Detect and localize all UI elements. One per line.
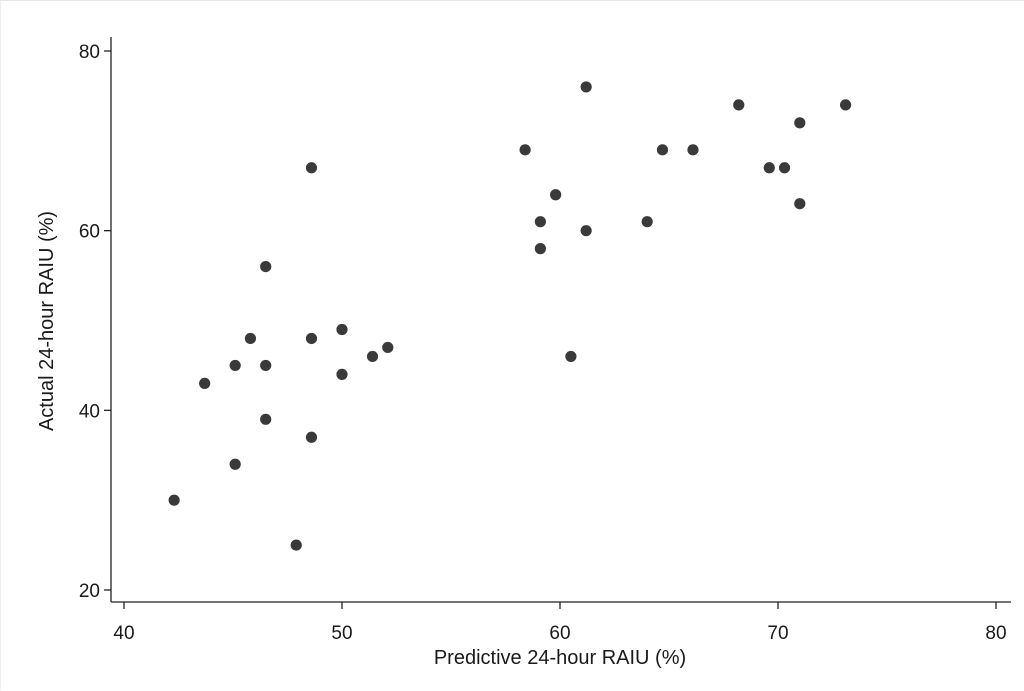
x-tick-label: 50 <box>331 623 352 644</box>
scatter-point <box>382 341 394 354</box>
scatter-point <box>260 261 272 273</box>
y-axis-title: Actual 24-hour RAIU (%) <box>36 211 58 431</box>
scatter-point <box>778 162 791 174</box>
scatter-point <box>733 99 745 111</box>
scatter-point <box>687 144 699 156</box>
x-tick-label: 80 <box>985 623 1006 644</box>
scatter-point <box>336 368 348 380</box>
scatter-point <box>656 144 669 156</box>
x-tick-label: 70 <box>767 623 788 644</box>
x-tick-label: 40 <box>113 623 134 644</box>
scatter-point <box>839 99 852 111</box>
scatter-point <box>229 458 241 470</box>
scatter-point <box>534 216 546 228</box>
scatter-point <box>580 225 592 237</box>
scatter-point <box>168 494 180 506</box>
scatter-point <box>244 332 257 345</box>
scatter-point <box>794 198 806 210</box>
data-points <box>168 81 852 551</box>
y-tick-label: 20 <box>79 581 100 602</box>
y-tick-label: 60 <box>79 222 100 243</box>
scatter-point <box>550 189 562 201</box>
scatter-point <box>580 81 592 93</box>
scatter-point <box>763 162 775 174</box>
scatter-point <box>336 323 348 336</box>
y-tick-label: 80 <box>79 42 100 63</box>
scatter-point <box>519 144 531 156</box>
x-ticks: 40 50 60 70 80 <box>113 602 1007 644</box>
scatter-point <box>641 216 653 228</box>
scatter-point <box>305 332 318 345</box>
scatter-point <box>199 377 211 389</box>
scatter-point <box>290 539 302 551</box>
y-ticks: 20 40 60 80 <box>79 42 111 602</box>
scatter-point <box>305 431 318 443</box>
y-tick-label: 40 <box>79 401 100 422</box>
scatter-point <box>305 162 318 174</box>
scatter-point <box>229 359 241 372</box>
scatter-point <box>260 413 272 425</box>
x-tick-label: 60 <box>549 623 570 644</box>
scatter-point <box>366 350 379 363</box>
scatter-point <box>794 117 806 129</box>
scatter-point <box>260 359 272 372</box>
scatter-point <box>534 243 546 255</box>
scatter-point <box>565 350 577 363</box>
x-axis-title: Predictive 24-hour RAIU (%) <box>434 647 686 669</box>
